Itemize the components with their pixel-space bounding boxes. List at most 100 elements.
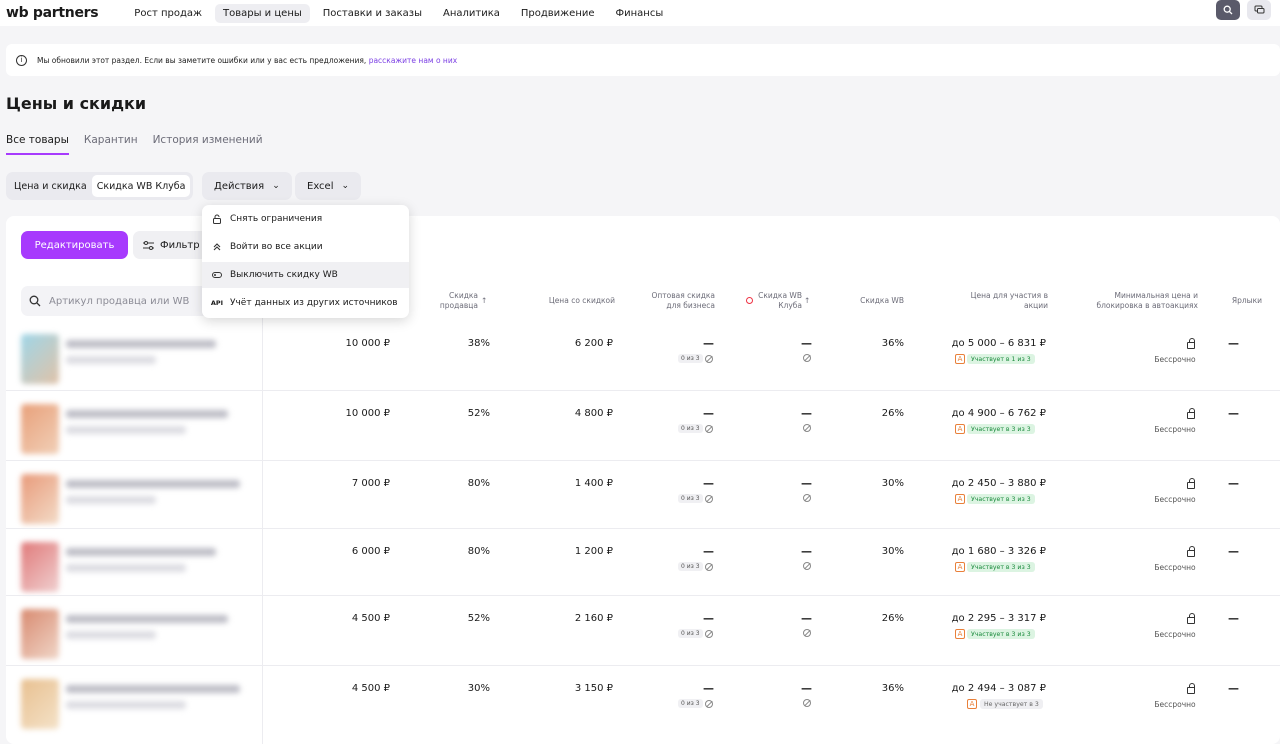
chevron-down-icon: ⌄	[341, 181, 350, 191]
promo-price-cell[interactable]: до 4 900 – 6 762 ₽	[951, 408, 1046, 419]
info-icon: i	[16, 54, 27, 66]
promo-autoaction-icon: A	[955, 424, 965, 434]
header-discount-price[interactable]: Цена со скидкой	[548, 296, 615, 305]
header-club-discount[interactable]: Скидка WB Клуба	[758, 291, 802, 310]
promo-price-cell[interactable]: до 2 494 – 3 087 ₽	[951, 683, 1046, 694]
search-input[interactable]	[49, 295, 239, 307]
promo-status-badge[interactable]: Участвует в 3 из 3	[967, 494, 1035, 504]
promo-status-badge[interactable]: Участвует в 1 из 3	[967, 354, 1035, 364]
chat-button[interactable]	[1247, 0, 1271, 20]
min-price-status: Бессрочно	[1154, 425, 1196, 434]
seller-discount-cell: 80%	[467, 478, 490, 489]
lock-icon[interactable]	[1187, 408, 1195, 419]
wholesale-discount-cell: —	[703, 407, 714, 420]
promo-autoaction-icon: A	[955, 629, 965, 639]
seller-discount-cell: 30%	[467, 683, 490, 694]
promo-price-cell[interactable]: до 1 680 – 3 326 ₽	[951, 546, 1046, 557]
menu-item-remove-restrictions[interactable]: Снять ограничения	[202, 206, 409, 232]
nav-item-supplies-orders[interactable]: Поставки и заказы	[322, 7, 422, 19]
product-subtitle-redacted	[66, 426, 186, 434]
app-logo[interactable]: wb partners	[6, 5, 99, 21]
no-entry-icon	[705, 563, 713, 571]
lock-icon[interactable]	[1187, 613, 1195, 624]
nav-item-products-prices[interactable]: Товары и цены	[215, 3, 310, 23]
header-seller-discount[interactable]: Скидка продавца	[439, 291, 478, 310]
club-discount-cell: —	[801, 612, 812, 625]
product-name-redacted	[66, 685, 240, 693]
seller-discount-cell: 52%	[467, 613, 490, 624]
price-cell: 10 000 ₽	[345, 408, 390, 419]
menu-item-join-all-promos[interactable]: Войти во все акции	[202, 234, 409, 260]
tab-all-products[interactable]: Все товары	[6, 134, 69, 155]
segment-price-discount[interactable]: Цена и скидка	[14, 181, 87, 192]
product-thumbnail[interactable]	[21, 542, 59, 592]
notice-text: Мы обновили этот раздел. Если вы заметит…	[37, 55, 367, 65]
menu-item-label: Учёт данных из других источников	[230, 298, 398, 308]
club-discount-cell: —	[801, 545, 812, 558]
search-icon	[29, 295, 41, 307]
product-thumbnail[interactable]	[21, 609, 59, 659]
menu-item-external-data[interactable]: API Учёт данных из других источников	[202, 290, 409, 316]
promo-status-badge[interactable]: Участвует в 3 из 3	[967, 562, 1035, 572]
feedback-link[interactable]: расскажите нам о них	[368, 55, 458, 65]
promo-price-cell[interactable]: до 5 000 – 6 831 ₽	[951, 338, 1046, 349]
row-divider	[6, 595, 1280, 596]
header-min-price[interactable]: Минимальная цена и блокировка в автоакци…	[1096, 291, 1198, 310]
api-icon: API	[210, 299, 224, 307]
header-wb-discount[interactable]: Скидка WB	[860, 296, 904, 305]
filter-button[interactable]: Фильтр	[133, 231, 213, 259]
lock-icon[interactable]	[1187, 546, 1195, 557]
product-thumbnail[interactable]	[21, 334, 59, 384]
promo-price-cell[interactable]: до 2 450 – 3 880 ₽	[951, 478, 1046, 489]
lock-icon[interactable]	[1187, 478, 1195, 489]
nav-item-analytics[interactable]: Аналитика	[442, 7, 500, 19]
tab-quarantine[interactable]: Карантин	[83, 134, 138, 146]
wholesale-count-badge: 0 из 3	[678, 629, 703, 638]
no-entry-icon	[803, 424, 811, 432]
excel-dropdown[interactable]: Excel ⌄	[295, 172, 362, 200]
sort-arrow-icon[interactable]: ↑	[804, 296, 811, 305]
price-cell: 4 500 ₽	[351, 683, 390, 694]
labels-cell: —	[1228, 682, 1239, 695]
segment-wb-club-discount[interactable]: Скидка WB Клуба	[91, 175, 191, 197]
column-divider	[262, 276, 263, 744]
menu-item-label: Выключить скидку WB	[230, 270, 338, 280]
header-labels[interactable]: Ярлыки	[1231, 296, 1262, 305]
lock-icon[interactable]	[1187, 683, 1195, 694]
wholesale-discount-cell: —	[703, 612, 714, 625]
promo-status-badge[interactable]: Не участвует в 3	[980, 699, 1043, 709]
actions-dropdown[interactable]: Действия ⌄	[202, 172, 292, 200]
nav-item-promotion[interactable]: Продвижение	[520, 7, 595, 19]
menu-item-disable-wb-discount[interactable]: Выключить скидку WB	[202, 262, 409, 288]
wb-discount-cell: 26%	[881, 613, 904, 624]
nav-item-sales-growth[interactable]: Рост продаж	[134, 7, 203, 19]
nav-item-finance[interactable]: Финансы	[615, 7, 664, 19]
lock-icon[interactable]	[1187, 338, 1195, 349]
tab-change-history[interactable]: История изменений	[152, 134, 263, 146]
no-entry-icon	[803, 699, 811, 707]
menu-item-label: Снять ограничения	[230, 214, 323, 224]
club-discount-cell: —	[801, 682, 812, 695]
sort-arrow-icon[interactable]: ↑	[481, 296, 488, 305]
no-entry-icon	[705, 425, 713, 433]
product-thumbnail[interactable]	[21, 679, 59, 729]
product-thumbnail[interactable]	[21, 404, 59, 454]
product-subtitle-redacted	[66, 701, 186, 709]
product-name-redacted	[66, 340, 216, 348]
promo-status-badge[interactable]: Участвует в 3 из 3	[967, 629, 1035, 639]
promo-status-badge[interactable]: Участвует в 3 из 3	[967, 424, 1035, 434]
no-entry-icon	[803, 494, 811, 502]
toggle-icon	[211, 272, 223, 278]
wb-discount-cell: 36%	[881, 338, 904, 349]
global-search-button[interactable]	[1216, 0, 1240, 20]
promo-autoaction-icon: A	[967, 699, 977, 709]
product-thumbnail[interactable]	[21, 474, 59, 524]
edit-button[interactable]: Редактировать	[21, 231, 128, 259]
row-divider	[6, 665, 1280, 666]
header-wholesale-discount[interactable]: Оптовая скидка для бизнеса	[651, 291, 715, 310]
no-entry-icon	[705, 355, 713, 363]
promo-price-cell[interactable]: до 2 295 – 3 317 ₽	[951, 613, 1046, 624]
header-promo-price[interactable]: Цена для участия в акции	[970, 291, 1048, 310]
labels-cell: —	[1228, 407, 1239, 420]
main-nav: Рост продаж Товары и цены Поставки и зак…	[126, 0, 676, 26]
